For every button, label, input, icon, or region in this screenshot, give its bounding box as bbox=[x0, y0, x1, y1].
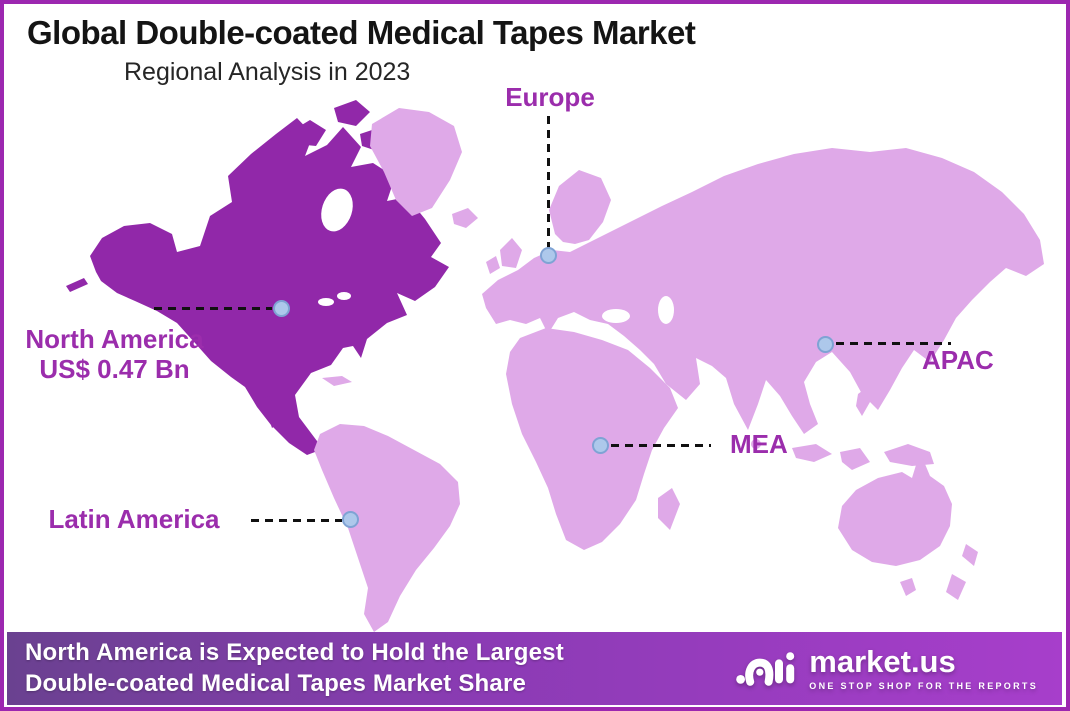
label-apac: APAC bbox=[922, 345, 994, 375]
north-america-name: North America bbox=[25, 324, 204, 354]
label-europe: Europe bbox=[505, 82, 595, 112]
marker-dot-latin-america bbox=[342, 511, 359, 528]
region-iceland bbox=[452, 208, 478, 228]
great-lake-2 bbox=[337, 292, 351, 300]
region-japan bbox=[922, 292, 954, 350]
black-sea bbox=[602, 309, 630, 323]
region-africa bbox=[506, 328, 678, 550]
marker-dot-apac bbox=[817, 336, 834, 353]
region-madagascar bbox=[658, 488, 680, 530]
region-scandinavia bbox=[549, 170, 611, 244]
region-north-america bbox=[90, 118, 449, 455]
bottom-banner: North America is Expected to Hold the La… bbox=[7, 632, 1062, 705]
callout-line-apac bbox=[836, 342, 951, 345]
great-lake-1 bbox=[318, 298, 334, 306]
marketus-logo: market.us ONE STOP SHOP FOR THE REPORTS bbox=[735, 645, 1038, 693]
callout-line-europe bbox=[547, 116, 550, 250]
region-new-zealand bbox=[946, 544, 978, 600]
region-eurasia bbox=[482, 148, 1044, 434]
region-tasmania bbox=[900, 578, 916, 596]
marker-dot-north-america bbox=[273, 300, 290, 317]
logo-name: market.us bbox=[809, 644, 956, 679]
caspian-sea bbox=[658, 296, 674, 324]
marker-dot-mea bbox=[592, 437, 609, 454]
page-subtitle: Regional Analysis in 2023 bbox=[124, 58, 411, 86]
region-south-america bbox=[314, 424, 460, 632]
region-sri-lanka bbox=[751, 439, 761, 449]
north-america-value: US$ 0.47 Bn bbox=[39, 354, 190, 385]
region-arctic-islands bbox=[66, 100, 388, 292]
marker-dot-europe bbox=[540, 247, 557, 264]
banner-text: North America is Expected to Hold the La… bbox=[25, 638, 564, 699]
callout-line-latin-america bbox=[251, 519, 342, 522]
region-uk bbox=[486, 238, 522, 274]
region-greenland bbox=[370, 108, 462, 216]
banner-line-1: North America is Expected to Hold the La… bbox=[25, 638, 564, 666]
logo-tagline: ONE STOP SHOP FOR THE REPORTS bbox=[809, 681, 1038, 691]
region-philippines bbox=[856, 388, 870, 416]
callout-line-north-america bbox=[154, 307, 272, 310]
banner-line-2: Double-coated Medical Tapes Market Share bbox=[25, 669, 527, 697]
callout-line-mea bbox=[611, 444, 711, 447]
marketus-logo-icon bbox=[736, 651, 795, 686]
label-latin-america: Latin America bbox=[48, 504, 220, 534]
label-mea: MEA bbox=[730, 429, 788, 459]
logo-text-block: market.us ONE STOP SHOP FOR THE REPORTS bbox=[809, 646, 1038, 691]
world-map bbox=[66, 100, 1044, 632]
label-north-america: North America US$ 0.47 Bn bbox=[12, 324, 217, 385]
hudson-bay bbox=[321, 188, 353, 232]
region-caribbean bbox=[322, 376, 352, 386]
region-australia bbox=[838, 452, 952, 566]
region-indonesia bbox=[792, 444, 934, 470]
region-baja bbox=[262, 396, 280, 428]
page-title: Global Double-coated Medical Tapes Marke… bbox=[27, 14, 696, 51]
